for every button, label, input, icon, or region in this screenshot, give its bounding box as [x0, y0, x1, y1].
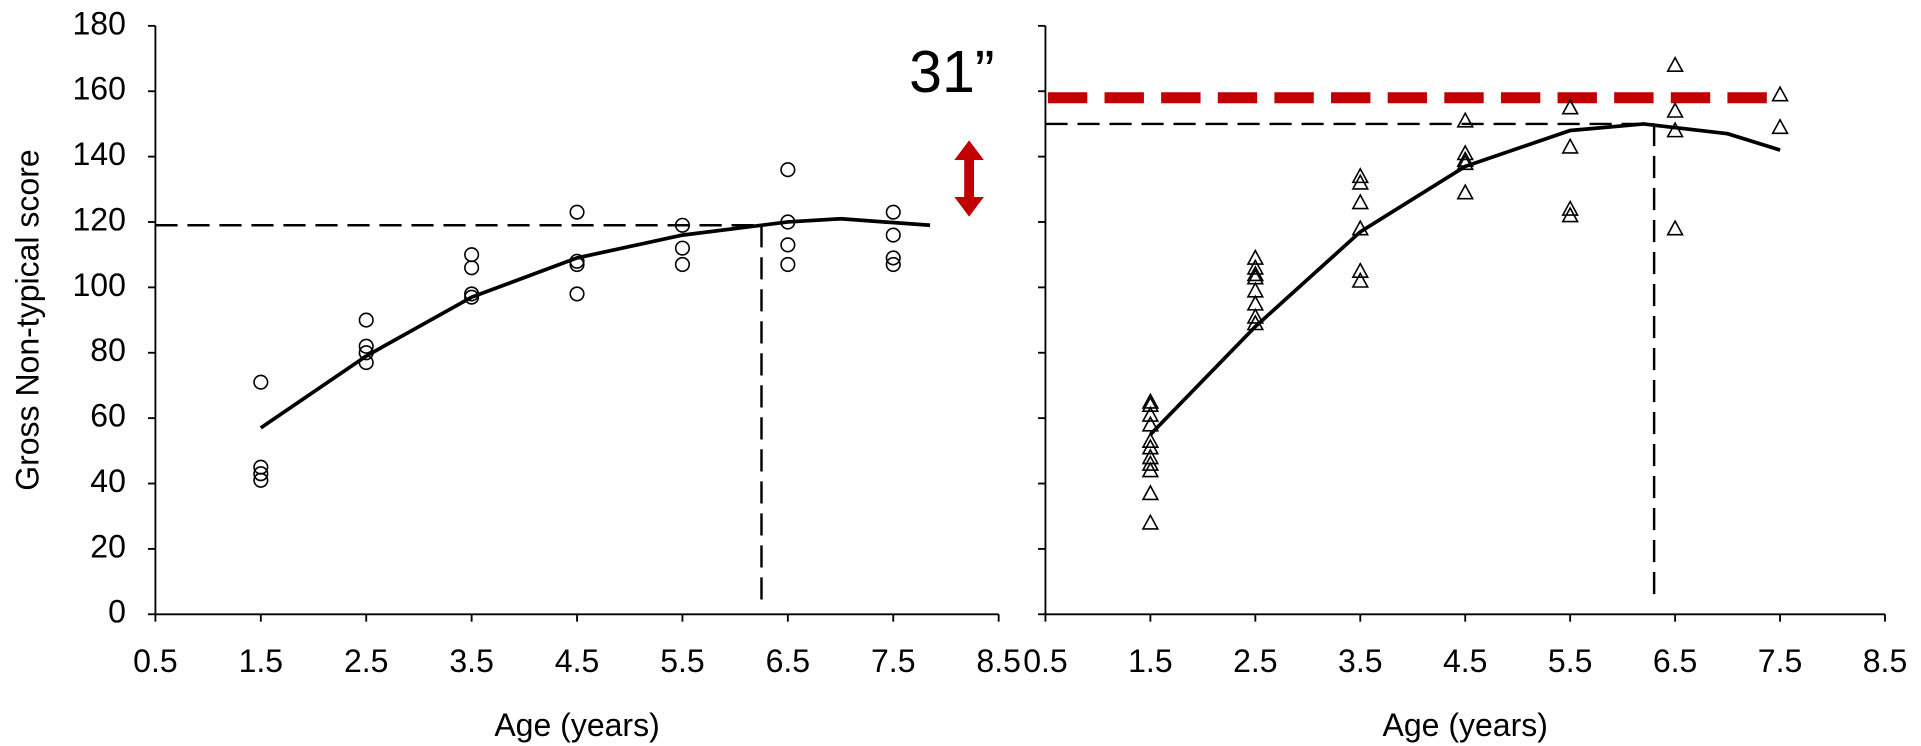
point	[1666, 56, 1684, 73]
point	[1351, 193, 1370, 210]
point	[1351, 271, 1370, 288]
point	[464, 260, 480, 276]
y-tick-label: 140	[72, 136, 125, 172]
point	[1351, 173, 1370, 190]
x-tick-label: 3.5	[1338, 643, 1382, 679]
y-tick-label: 120	[72, 201, 125, 237]
annotation: 31”	[909, 39, 994, 105]
point	[1561, 137, 1579, 154]
point	[674, 240, 691, 256]
y-tick-label: 80	[90, 332, 126, 368]
fit-curve	[1149, 122, 1781, 436]
point	[569, 286, 585, 302]
point	[1141, 396, 1160, 413]
point	[1666, 219, 1684, 236]
y-axis-label: Gross Non-typical score	[9, 149, 45, 490]
point	[1666, 101, 1684, 118]
y-tick-label: 40	[90, 463, 126, 499]
x-tick-label: 2.5	[344, 643, 388, 679]
point	[1246, 258, 1265, 275]
point	[358, 338, 374, 354]
point	[1141, 461, 1160, 478]
point	[885, 250, 901, 266]
x-tick-label: 7.5	[871, 643, 915, 679]
point	[1141, 438, 1160, 455]
x-tick-label: 6.5	[766, 643, 810, 679]
point	[1561, 98, 1579, 115]
point	[358, 345, 374, 361]
x-tick-label: 8.5	[976, 643, 1020, 679]
y-tick-label: 160	[72, 71, 125, 107]
point	[1561, 206, 1579, 223]
point	[780, 237, 796, 253]
y-tick-label: 100	[72, 267, 125, 303]
point	[780, 214, 796, 230]
point	[1141, 513, 1160, 530]
x-tick-label: 2.5	[1233, 643, 1277, 679]
point	[1456, 144, 1474, 161]
point	[1351, 261, 1370, 278]
y-tick-label: 180	[72, 5, 125, 41]
point	[253, 472, 269, 488]
point	[1246, 265, 1265, 282]
point	[885, 204, 901, 220]
x-tick-label: 6.5	[1653, 643, 1697, 679]
point	[780, 162, 796, 178]
x-tick-label: 8.5	[1863, 643, 1907, 679]
point	[674, 256, 691, 273]
point	[464, 289, 480, 305]
x-axis-label: Age (years)	[1383, 707, 1548, 743]
point	[1456, 150, 1474, 167]
x-tick-label: 4.5	[1443, 643, 1487, 679]
x-tick-label: 5.5	[660, 643, 704, 679]
point	[885, 227, 901, 243]
x-tick-label: 4.5	[555, 643, 599, 679]
point	[1246, 307, 1265, 324]
y-tick-label: 60	[90, 398, 126, 434]
point	[358, 354, 374, 371]
x-tick-label: 0.5	[133, 643, 177, 679]
point	[1771, 85, 1789, 102]
point	[1141, 454, 1160, 471]
point	[1456, 183, 1474, 200]
point	[885, 256, 901, 273]
point	[464, 247, 480, 263]
point	[1351, 167, 1370, 184]
point	[1246, 314, 1265, 331]
arrow	[954, 140, 984, 217]
x-tick-label: 3.5	[449, 643, 493, 679]
point	[1351, 219, 1370, 236]
point	[253, 466, 269, 482]
point	[1666, 121, 1684, 138]
point	[1141, 484, 1160, 501]
x-tick-label: 5.5	[1548, 643, 1592, 679]
point	[1141, 431, 1160, 448]
point	[1141, 415, 1160, 432]
y-tick-label: 20	[90, 528, 126, 564]
point	[1771, 118, 1789, 135]
x-tick-label: 1.5	[1128, 643, 1172, 679]
x-tick-label: 0.5	[1023, 643, 1067, 679]
point	[1141, 405, 1160, 422]
point	[569, 204, 585, 220]
point	[569, 256, 585, 273]
y-tick-label: 0	[108, 594, 126, 630]
fit-curve	[259, 216, 931, 430]
point	[358, 312, 374, 328]
x-tick-label: 1.5	[239, 643, 283, 679]
point	[1561, 199, 1579, 216]
point	[253, 374, 269, 390]
point	[674, 217, 691, 233]
point	[1456, 154, 1474, 171]
point	[1456, 111, 1474, 128]
point	[1246, 248, 1265, 265]
x-tick-label: 7.5	[1758, 643, 1802, 679]
point	[780, 256, 796, 273]
x-axis-label: Age (years)	[494, 707, 659, 743]
